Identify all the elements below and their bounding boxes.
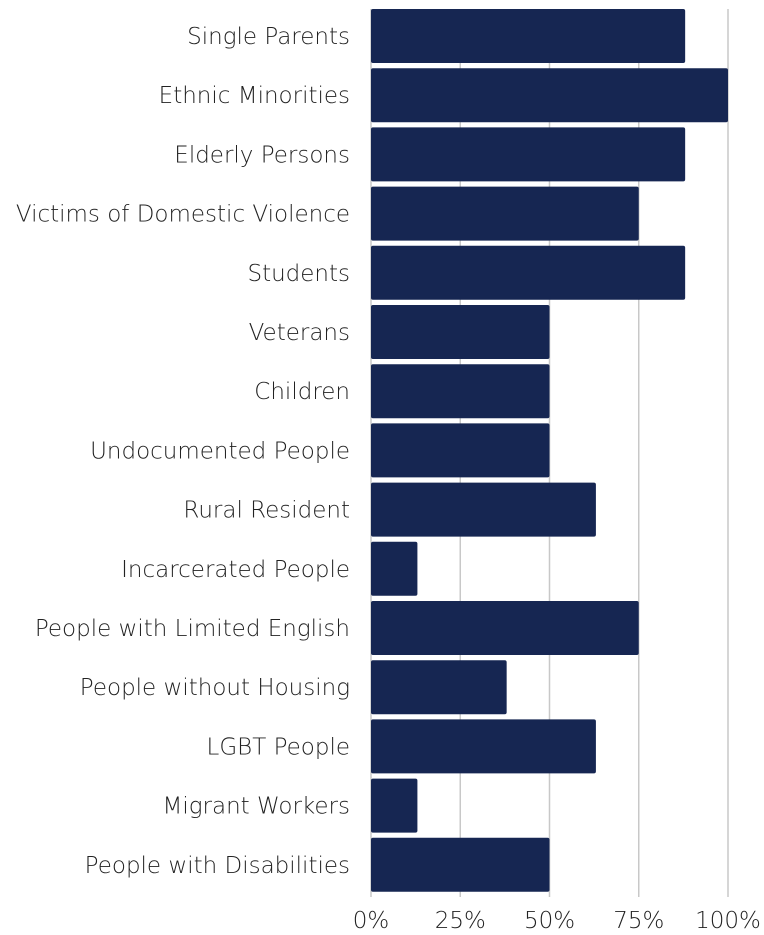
category-label: Incarcerated People bbox=[121, 557, 350, 583]
category-label: People with Limited English bbox=[35, 616, 350, 642]
category-label: Students bbox=[247, 261, 350, 287]
x-axis-tick-labels: 0% 25% 50% 75% 100% bbox=[353, 908, 761, 934]
bar bbox=[371, 660, 507, 714]
category-label: Victims of Domestic Violence bbox=[16, 202, 350, 228]
bar bbox=[371, 187, 639, 241]
bar bbox=[371, 601, 639, 655]
category-label: Elderly Persons bbox=[174, 142, 350, 168]
category-label: Ethnic Minorities bbox=[159, 83, 350, 109]
bar bbox=[371, 542, 417, 596]
x-tick-label: 75% bbox=[613, 908, 664, 934]
bar bbox=[371, 719, 596, 773]
category-label: LGBT People bbox=[207, 734, 350, 760]
bar-layer bbox=[371, 9, 728, 892]
bar bbox=[371, 838, 550, 892]
category-label: Undocumented People bbox=[90, 438, 350, 464]
x-tick-label: 50% bbox=[524, 908, 575, 934]
category-label: Veterans bbox=[249, 320, 350, 346]
bar bbox=[371, 68, 728, 122]
bar bbox=[371, 423, 550, 477]
x-tick-label: 25% bbox=[435, 908, 486, 934]
bar bbox=[371, 9, 685, 63]
bar bbox=[371, 364, 550, 418]
category-label: Children bbox=[254, 379, 350, 405]
bar bbox=[371, 779, 417, 833]
bar bbox=[371, 246, 685, 300]
category-label: People with Disabilities bbox=[85, 853, 350, 879]
bar bbox=[371, 127, 685, 181]
category-label: Single Parents bbox=[187, 24, 350, 50]
bar bbox=[371, 305, 550, 359]
x-tick-label: 100% bbox=[695, 908, 761, 934]
category-label: Rural Resident bbox=[183, 498, 350, 524]
category-labels: Single Parents Ethnic Minorities Elderly P… bbox=[16, 24, 350, 879]
category-label: People without Housing bbox=[80, 675, 350, 701]
bar bbox=[371, 483, 596, 537]
x-tick-label: 0% bbox=[353, 908, 390, 934]
category-label: Migrant Workers bbox=[162, 794, 350, 820]
